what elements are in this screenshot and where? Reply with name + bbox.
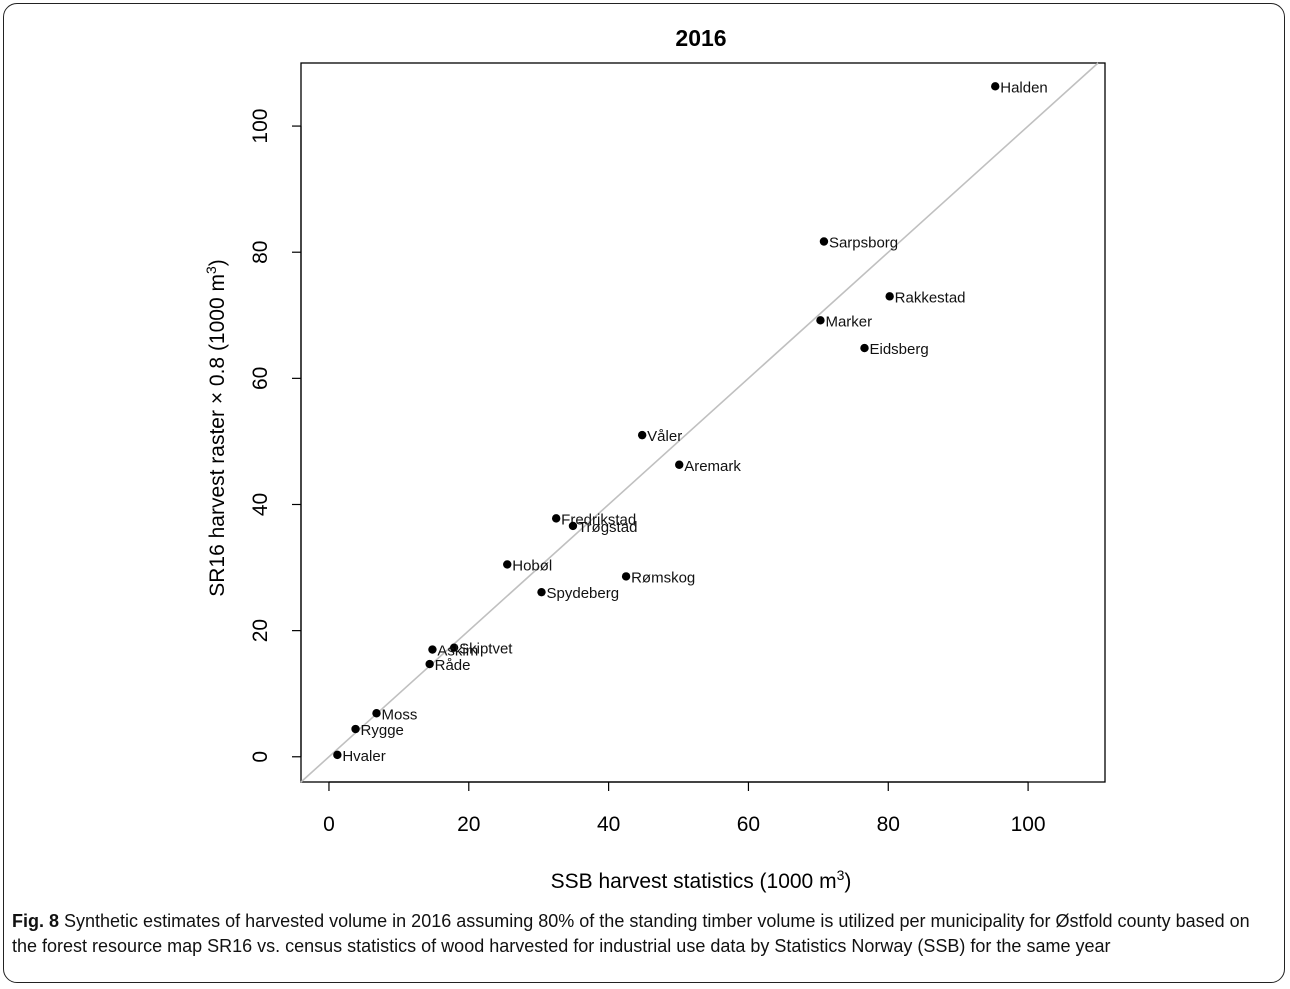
y-tick-label: 0 <box>249 751 272 763</box>
data-point <box>551 514 561 523</box>
point-label: Eidsberg <box>869 341 928 358</box>
reference-line-y-equals-x <box>300 62 1099 783</box>
point-label: Trøgstad <box>578 519 637 536</box>
x-tick-label: 100 <box>1011 813 1046 836</box>
data-point <box>537 587 546 597</box>
point-label: Skiptvet <box>459 641 513 658</box>
data-point <box>425 659 434 669</box>
x-tick-label: 20 <box>457 813 480 836</box>
data-point <box>333 750 342 760</box>
point-label: Halden <box>1000 79 1048 96</box>
data-point <box>860 343 869 353</box>
figure-frame <box>3 3 1285 983</box>
point-label: Hobøl <box>512 557 552 574</box>
data-point <box>816 316 825 325</box>
reference-line-layer <box>300 62 1099 783</box>
y-axis-label: SR16 harvest raster × 0.8 (1000 m3) <box>203 259 229 597</box>
chart-title: 2016 <box>675 25 726 51</box>
data-point <box>637 430 647 440</box>
point-label: Råde <box>435 657 471 674</box>
y-tick-label: 20 <box>249 619 272 642</box>
y-tick-label: 40 <box>249 493 272 516</box>
x-tick-label: 60 <box>737 813 760 836</box>
figure-caption: Fig. 8 Synthetic estimates of harvested … <box>12 909 1274 959</box>
points-layer: Halden Sarpsborg Rakkestad Marker Eidsberg Vå… <box>333 79 1048 765</box>
data-point <box>503 560 512 569</box>
data-point <box>568 521 578 531</box>
point-label: Sarpsborg <box>829 234 898 251</box>
point-label: Rømskog <box>631 569 695 586</box>
point-label: Moss <box>382 706 418 723</box>
data-point <box>675 460 684 469</box>
x-tick-label: 0 <box>323 813 335 836</box>
point-label: Askim <box>437 643 478 660</box>
data-point <box>621 572 631 581</box>
point-label: Hvaler <box>342 748 385 765</box>
point-label: Marker <box>825 313 872 330</box>
data-point <box>819 237 829 246</box>
caption-label: Fig. 8 <box>12 911 60 931</box>
data-point <box>991 82 1000 91</box>
data-point <box>351 724 360 734</box>
y-tick-label: 100 <box>249 109 272 144</box>
data-point <box>449 643 459 652</box>
data-point <box>428 645 437 654</box>
point-label: Aremark <box>684 458 741 475</box>
point-label: Fredrikstad <box>561 511 636 528</box>
scatter-chart: 2016 0 20 40 60 80 100 0 20 40 60 80 100 Halden Sar… <box>203 25 1106 893</box>
data-point <box>372 709 381 718</box>
x-axis-label: SSB harvest statistics (1000 m3) <box>551 867 852 893</box>
caption-text: Synthetic estimates of harvested volume … <box>12 911 1250 956</box>
y-axis: 0 20 40 60 80 100 <box>249 109 302 763</box>
x-tick-label: 80 <box>877 813 900 836</box>
point-label: Rygge <box>361 722 404 739</box>
data-point <box>885 292 894 301</box>
y-tick-label: 60 <box>249 367 272 390</box>
point-label: Rakkestad <box>895 289 966 306</box>
point-label: Våler <box>647 428 682 445</box>
y-tick-label: 80 <box>249 241 272 264</box>
point-label: Spydeberg <box>547 585 620 602</box>
x-tick-label: 40 <box>597 813 620 836</box>
x-axis: 0 20 40 60 80 100 <box>323 781 1046 836</box>
